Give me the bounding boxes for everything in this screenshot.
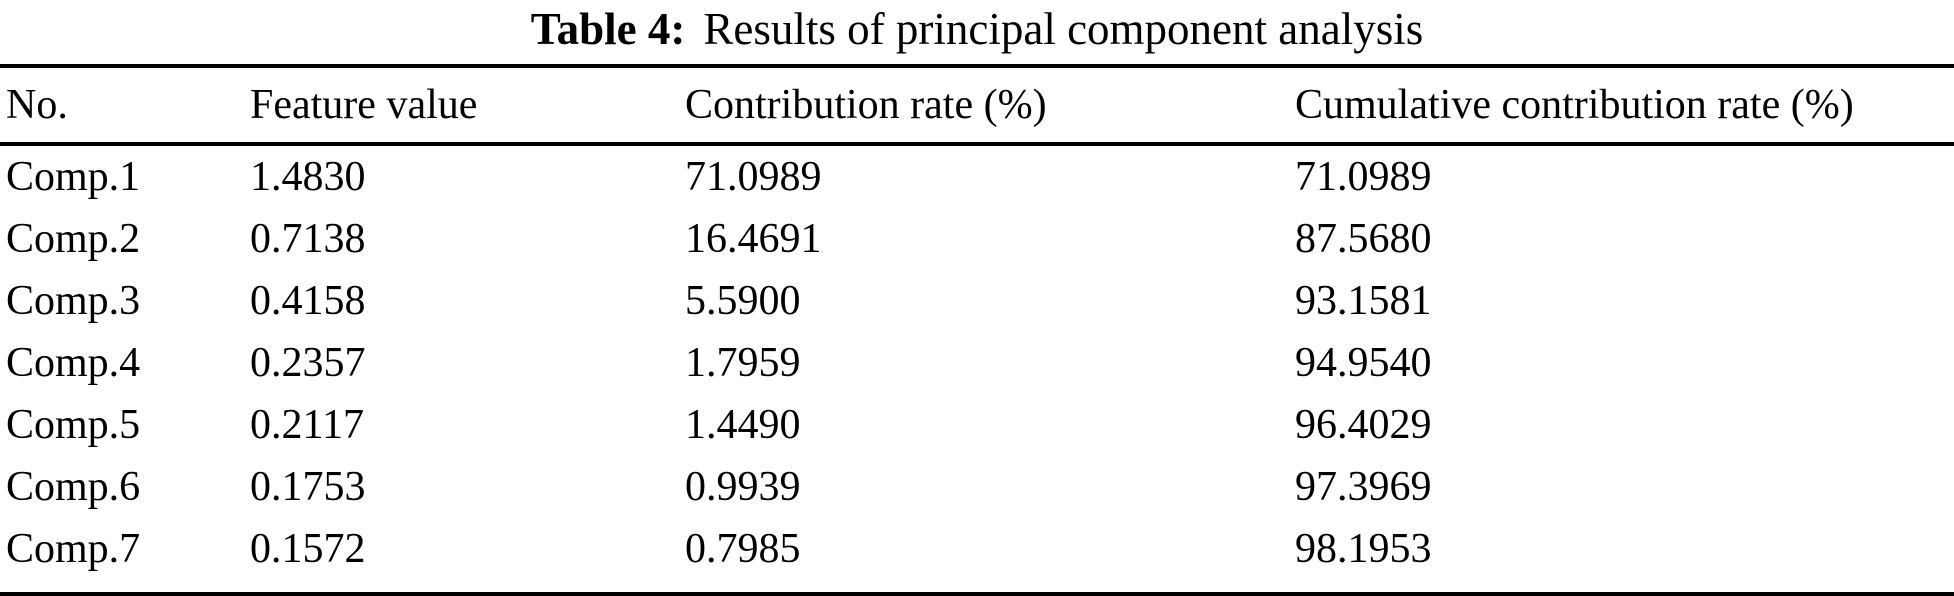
- cell-contribution-rate: 5.5900: [685, 278, 801, 324]
- table-row: Comp.5 0.2117 1.4490 96.4029: [0, 394, 1954, 456]
- cell-feature-value: 1.4830: [250, 154, 366, 200]
- cell-no: Comp.2: [6, 216, 141, 262]
- table-row: Comp.7 0.1572 0.7985 98.1953: [0, 518, 1954, 580]
- cell-cumulative-rate: 98.1953: [1295, 526, 1432, 572]
- table-bottom-rule: [0, 592, 1954, 596]
- table-row: Comp.4 0.2357 1.7959 94.9540: [0, 332, 1954, 394]
- cell-no: Comp.3: [6, 278, 141, 324]
- column-header-no: No.: [0, 66, 250, 146]
- cell-contribution-rate: 1.4490: [685, 402, 801, 448]
- pca-results-table: No. Feature value Contribution rate (%) …: [0, 64, 1954, 580]
- column-header-contribution-rate: Contribution rate (%): [685, 66, 1295, 146]
- cell-feature-value: 0.1572: [250, 526, 366, 572]
- cell-feature-value: 0.1753: [250, 464, 366, 510]
- cell-contribution-rate: 71.0989: [685, 154, 822, 200]
- table-row: Comp.1 1.4830 71.0989 71.0989: [0, 144, 1954, 208]
- cell-cumulative-rate: 94.9540: [1295, 340, 1432, 386]
- table-caption-label: Table 4:: [530, 4, 686, 54]
- cell-no: Comp.6: [6, 464, 141, 510]
- cell-contribution-rate: 16.4691: [685, 216, 822, 262]
- cell-feature-value: 0.7138: [250, 216, 366, 262]
- table-header-row: No. Feature value Contribution rate (%) …: [0, 66, 1954, 146]
- table-row: Comp.2 0.7138 16.4691 87.5680: [0, 208, 1954, 270]
- cell-no: Comp.5: [6, 402, 141, 448]
- table-row: Comp.3 0.4158 5.5900 93.1581: [0, 270, 1954, 332]
- table-row: Comp.6 0.1753 0.9939 97.3969: [0, 456, 1954, 518]
- column-header-cumulative-rate: Cumulative contribution rate (%): [1295, 66, 1954, 146]
- table-caption: Table 4: Results of principal component …: [0, 0, 1954, 64]
- cell-cumulative-rate: 97.3969: [1295, 464, 1432, 510]
- cell-no: Comp.7: [6, 526, 141, 572]
- cell-contribution-rate: 0.7985: [685, 526, 801, 572]
- table-caption-text: Results of principal component analysis: [703, 4, 1424, 54]
- cell-cumulative-rate: 93.1581: [1295, 278, 1432, 324]
- cell-no: Comp.4: [6, 340, 141, 386]
- cell-feature-value: 0.4158: [250, 278, 366, 324]
- cell-feature-value: 0.2117: [250, 402, 364, 448]
- cell-cumulative-rate: 71.0989: [1295, 154, 1432, 200]
- cell-cumulative-rate: 96.4029: [1295, 402, 1432, 448]
- cell-contribution-rate: 1.7959: [685, 340, 801, 386]
- cell-cumulative-rate: 87.5680: [1295, 216, 1432, 262]
- cell-contribution-rate: 0.9939: [685, 464, 801, 510]
- cell-feature-value: 0.2357: [250, 340, 366, 386]
- cell-no: Comp.1: [6, 154, 141, 200]
- column-header-feature-value: Feature value: [250, 66, 685, 146]
